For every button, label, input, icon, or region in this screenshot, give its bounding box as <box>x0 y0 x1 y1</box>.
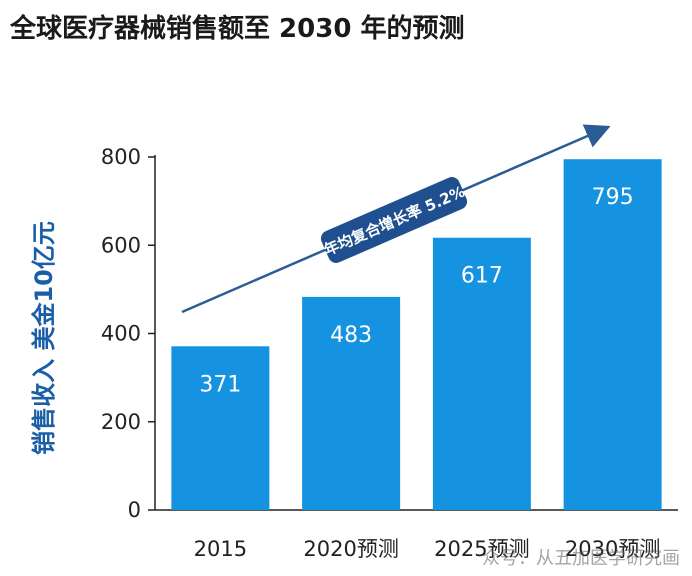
y-tick-label: 0 <box>128 498 141 522</box>
y-tick-label: 400 <box>101 322 141 346</box>
bar-value-label: 795 <box>592 185 634 210</box>
x-tick-label: 2015 <box>194 537 247 561</box>
x-tick-label: 2020预测 <box>303 537 398 561</box>
bar <box>432 237 531 510</box>
bar <box>563 159 662 511</box>
chart-axes: 0 200 400 600 800 <box>101 145 678 522</box>
bar-value-label: 617 <box>461 264 503 289</box>
x-tick-label: 2025预测 <box>434 537 529 561</box>
y-axis-title: 销售收入 美金10亿元 <box>30 221 58 455</box>
x-tick-label: 2030预测 <box>565 537 660 561</box>
bar-value-label: 371 <box>199 372 241 397</box>
growth-badge-background <box>320 177 468 263</box>
chart-title: 全球医疗器械销售额至 2030 年的预测 <box>10 14 465 44</box>
bar <box>302 296 401 510</box>
y-axis-label: 销售收入 美金10亿元 <box>30 221 58 455</box>
growth-annotation: 年均复合增长率 5.2% <box>181 124 611 314</box>
y-tick-label: 200 <box>101 410 141 434</box>
watermark: 众号：从五加医学研究画 <box>482 548 680 569</box>
y-tick-label: 800 <box>101 145 141 169</box>
bar-value-label: 483 <box>330 323 372 348</box>
y-tick-label: 600 <box>101 233 141 257</box>
bar <box>171 346 270 510</box>
bar-series: 371 2015 483 2020预测 617 2025预测 795 2030预测 <box>171 159 662 561</box>
